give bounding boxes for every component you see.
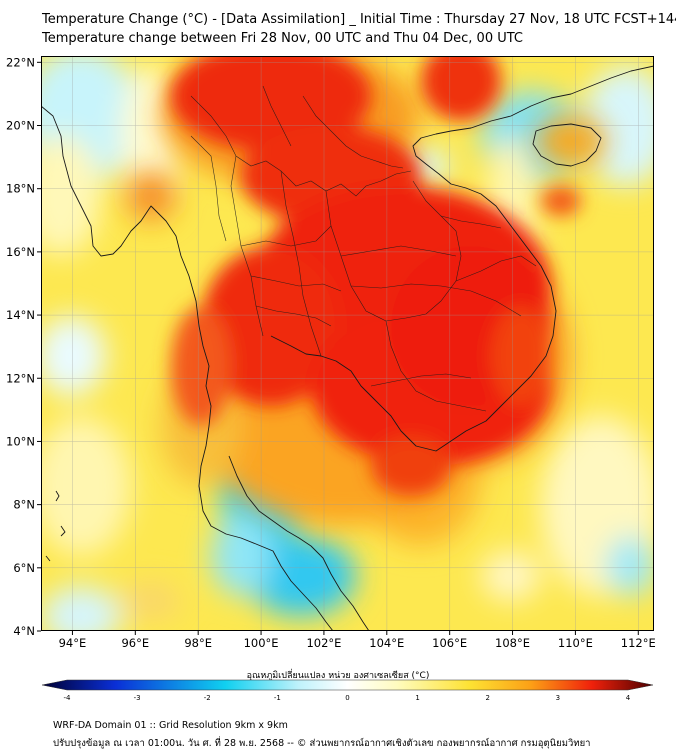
map-subtitle: Temperature change between Fri 28 Nov, 0… (42, 31, 523, 46)
colorbar-tick-label: -1 (274, 694, 281, 702)
lon-tick-label: 112°E (621, 636, 656, 650)
lat-tick-label: 16°N (6, 245, 35, 259)
axis-ticks: 94°E 96°E 98°E 100°E 102°E 104°E 106°E 108°E 110… (6, 55, 656, 650)
lon-tick-label: 98°E (184, 636, 212, 650)
lat-tick-label: 4°N (13, 624, 35, 638)
colorbar-tick-label: 0 (345, 694, 349, 702)
colorbar-tick-label: -2 (204, 694, 211, 702)
colorbar-gradient (41, 679, 654, 691)
lat-tick-label: 22°N (6, 55, 35, 69)
admin-borders (190, 85, 537, 412)
map-canvas: 94°E 96°E 98°E 100°E 102°E 104°E 106°E 108°E 110… (6, 55, 656, 650)
colorbar-tick-label: -3 (134, 694, 141, 702)
colorbar-tick-label: 4 (626, 694, 631, 702)
lon-tick-label: 94°E (59, 636, 87, 650)
lon-tick-label: 108°E (495, 636, 530, 650)
lat-tick-label: 12°N (6, 371, 35, 385)
lon-tick-label: 102°E (306, 636, 341, 650)
lon-tick-label: 104°E (369, 636, 404, 650)
field-hot-core (171, 56, 581, 496)
lon-tick-label: 110°E (558, 636, 593, 650)
colorbar-ticks: -4 -3 -2 -1 0 1 2 3 4 (64, 694, 631, 702)
colorbar-title: อุณหภูมิเปลี่ยนแปลง หน่วย องศาเซลเซียส (… (246, 671, 430, 681)
map-title: Temperature Change (°C) - [Data Assimila… (42, 12, 676, 27)
lon-tick-label: 100°E (244, 636, 279, 650)
footer-model-info: WRF-DA Domain 01 :: Grid Resolution 9km … (53, 720, 288, 731)
map-frame (41, 56, 654, 631)
lat-tick-label: 8°N (13, 498, 35, 512)
colorbar-tick-label: 1 (415, 694, 419, 702)
colorbar-tick-label: 3 (556, 694, 560, 702)
lat-tick-label: 10°N (6, 434, 35, 448)
lat-tick-label: 14°N (6, 308, 35, 322)
lat-tick-label: 6°N (13, 561, 35, 575)
colorbar: -4 -3 -2 -1 0 1 2 3 4 (41, 679, 654, 702)
footer-credit: ปรับปรุงข้อมูล ณ เวลา 01:00น. วัน ศ. ที่… (53, 738, 591, 749)
lat-tick-label: 18°N (6, 182, 35, 196)
lon-tick-label: 106°E (432, 636, 467, 650)
lon-tick-label: 96°E (121, 636, 149, 650)
coastlines (41, 65, 654, 631)
temperature-change-map: 94°E 96°E 98°E 100°E 102°E 104°E 106°E 108°E 110… (6, 55, 656, 650)
colorbar-tick-label: -4 (64, 694, 72, 702)
lat-tick-label: 20°N (6, 119, 35, 133)
colorbar-tick-label: 2 (486, 694, 490, 702)
